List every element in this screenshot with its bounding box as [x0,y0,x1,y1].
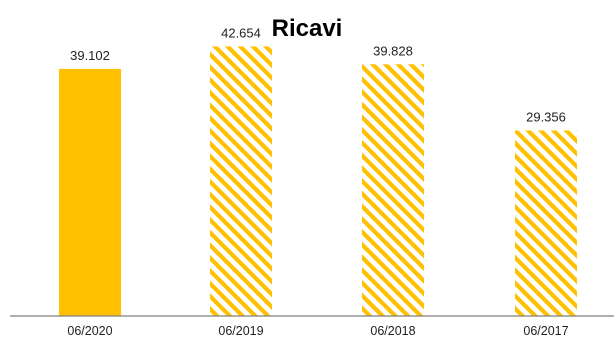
x-tick-label: 06/2017 [523,324,568,338]
bar-06-2017 [515,130,577,316]
x-tick-label: 06/2019 [218,324,263,338]
data-label: 42.654 [221,25,261,40]
x-tick-label: 06/2018 [370,324,415,338]
data-label: 39.828 [373,43,413,58]
x-tick-labels: 06/2020 06/2019 06/2018 06/2017 [67,324,568,338]
data-labels-layer: 39.102 42.654 39.828 29.356 [70,25,566,124]
bar-06-2020 [59,68,121,316]
data-label: 29.356 [526,109,566,124]
chart-title: Ricavi [272,15,343,42]
bar-06-2018 [362,64,424,316]
x-tick-label: 06/2020 [67,324,112,338]
bars-layer [59,46,577,316]
bar-06-2019 [210,46,272,316]
data-label: 39.102 [70,48,110,63]
